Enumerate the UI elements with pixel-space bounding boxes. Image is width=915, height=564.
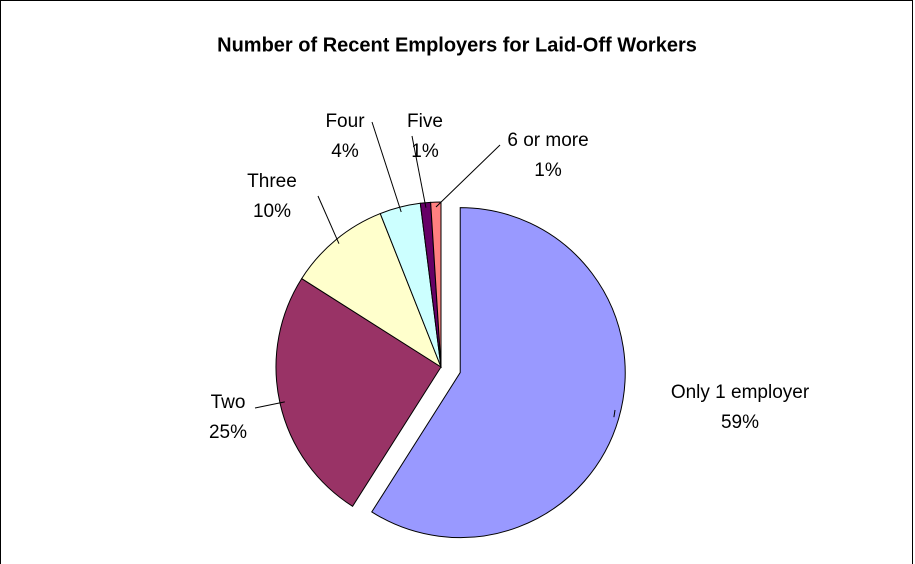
- slice-label: Only 1 employer: [671, 382, 810, 403]
- leader-line: [613, 409, 616, 418]
- slice-value-label: 1%: [411, 141, 439, 162]
- slice-value-label: 4%: [331, 141, 359, 162]
- slice-label: Four: [325, 111, 365, 132]
- leader-line: [254, 401, 285, 409]
- chart-title: Number of Recent Employers for Laid-Off …: [217, 34, 697, 56]
- slice-value-label: 10%: [253, 201, 291, 222]
- pie-slice: [300, 212, 443, 369]
- slice-value-label: 1%: [534, 160, 562, 181]
- slice-value-label: 59%: [721, 412, 759, 433]
- slice-label: Five: [407, 111, 443, 132]
- pie-slice: [371, 207, 626, 539]
- slice-label: Three: [247, 171, 297, 192]
- leader-line: [411, 135, 427, 208]
- slice-label: 6 or more: [507, 130, 588, 151]
- leader-line: [371, 121, 402, 213]
- slice-value-label: 25%: [209, 422, 247, 443]
- slice-label: Two: [211, 392, 246, 413]
- leader-line: [435, 144, 501, 208]
- leader-line: [317, 195, 340, 244]
